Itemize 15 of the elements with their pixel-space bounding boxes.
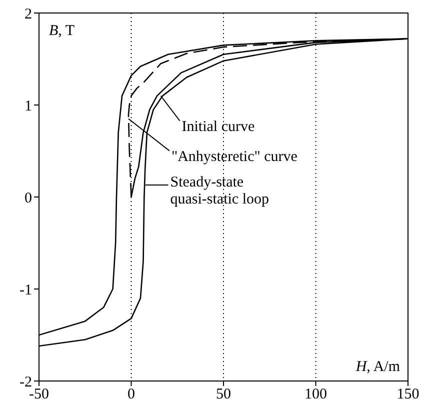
x-axis-title: H, A/m — [354, 359, 400, 375]
y-axis-title: B, T — [49, 23, 75, 39]
y-tick-label: -2 — [20, 374, 32, 390]
x-tick-label: 150 — [396, 386, 420, 403]
x-tick-label: 50 — [216, 386, 231, 403]
x-tick-label: -50 — [29, 386, 49, 403]
annotation: "Anhysteretic" curve — [171, 148, 298, 165]
x-tick-label: 0 — [128, 386, 135, 403]
annotation: Initial curve — [182, 118, 255, 135]
y-tick-label: 1 — [24, 98, 32, 114]
y-tick-label: -1 — [20, 282, 32, 298]
y-tick-label: 0 — [24, 190, 32, 206]
x-tick-label: 100 — [304, 386, 327, 403]
y-tick-label: 2 — [24, 6, 32, 22]
annotation: Steady-state quasi-static loop — [170, 174, 270, 208]
